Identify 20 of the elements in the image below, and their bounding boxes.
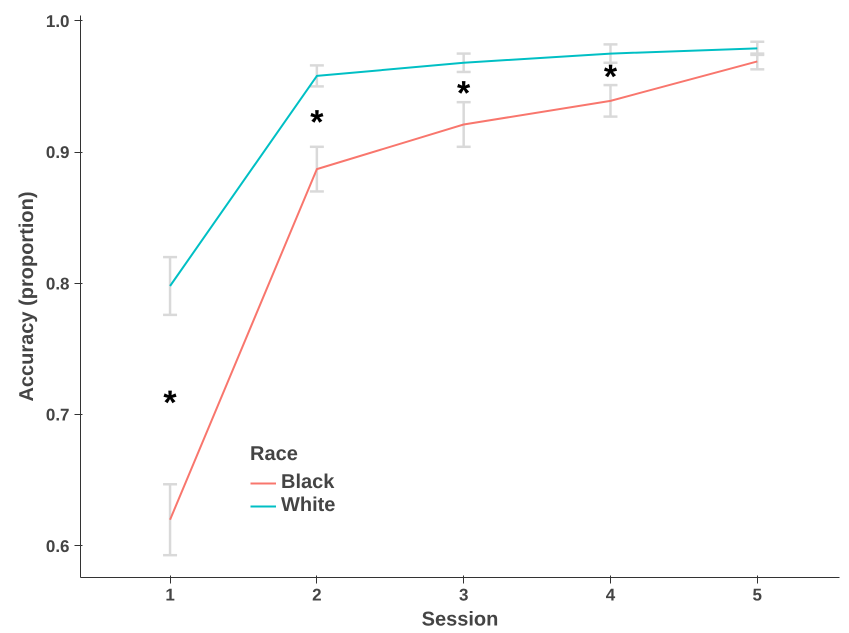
legend-label: White	[281, 494, 336, 517]
annotation: *	[163, 384, 178, 422]
y-tick-label: 0.8	[46, 274, 70, 294]
y-tick-label: 0.9	[46, 143, 70, 162]
y-tick-label: 1.0	[46, 12, 70, 31]
y-axis-title: Accuracy (proportion)	[16, 191, 38, 402]
x-tick-label: 4	[606, 586, 616, 604]
x-tick-label: 1	[165, 586, 175, 604]
annotation: *	[457, 74, 472, 113]
x-tick-label: 3	[458, 586, 468, 604]
x-tick-label: 2	[312, 586, 322, 604]
x-tick-label: 5	[752, 586, 762, 604]
line-series	[169, 47, 758, 287]
legend-label: Black	[281, 471, 334, 494]
legend-title: Race	[250, 443, 299, 466]
x-axis-title: Session	[422, 608, 498, 630]
annotation: *	[310, 104, 324, 142]
y-tick-label: 0.7	[46, 406, 70, 425]
annotation: *	[604, 58, 618, 96]
y-tick-label: 0.6	[46, 536, 70, 556]
